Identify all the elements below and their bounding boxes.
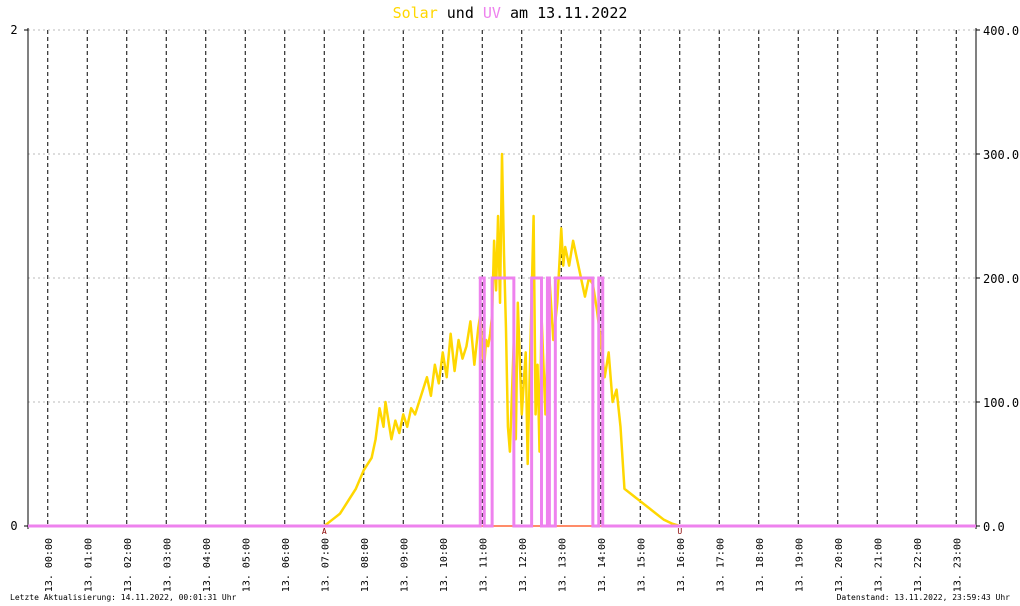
x-tick-label: 13. 04:00: [202, 538, 213, 592]
x-tick-label: 13. 13:00: [557, 538, 568, 592]
x-tick-label: 13. 05:00: [241, 538, 252, 592]
title-und: und: [446, 4, 474, 22]
footer-last-update: Letzte Aktualisierung: 14.11.2022, 00:01…: [10, 593, 237, 602]
x-tick-label: 13. 00:00: [44, 538, 55, 592]
y-right-tick-label: 100.0: [983, 396, 1019, 410]
x-tick-label: 13. 01:00: [83, 538, 94, 592]
marker-label: U: [677, 527, 682, 536]
marker-label: A: [322, 527, 327, 536]
x-tick-label: 13. 11:00: [478, 538, 489, 592]
x-tick-label: 13. 09:00: [399, 538, 410, 592]
x-tick-label: 13. 16:00: [676, 538, 687, 592]
x-tick-label: 13. 17:00: [715, 538, 726, 592]
x-tick-label: 13. 06:00: [281, 538, 292, 592]
x-tick-label: 13. 07:00: [320, 538, 331, 592]
x-tick-label: 13. 21:00: [873, 538, 884, 592]
x-tick-label: 13. 02:00: [123, 538, 134, 592]
title-uv: UV: [482, 4, 501, 22]
x-tick-label: 13. 18:00: [755, 538, 766, 592]
x-tick-label: 13. 23:00: [952, 538, 963, 592]
series-line-solar: [28, 152, 976, 528]
x-tick-label: 13. 14:00: [597, 538, 608, 592]
x-tick-label: 13. 12:00: [518, 538, 529, 592]
title-date: am 13.11.2022: [510, 4, 628, 22]
series-uv: [28, 276, 976, 528]
x-tick-label: 13. 03:00: [162, 538, 173, 592]
y-right-tick-label: 400.0: [983, 24, 1019, 38]
y-left-tick-label: 2: [10, 23, 17, 37]
y-right-tick-label: 0.0: [983, 520, 1005, 534]
x-tick-label: 13. 08:00: [360, 538, 371, 592]
chart-title: Solar und UV am 13.11.2022: [0, 4, 1020, 22]
x-tick-label: 13. 19:00: [794, 538, 805, 592]
tick-labels: A U 13. 00:00 13. 01:00 13. 02:00 13. 03:00 13…: [10, 23, 1019, 592]
series-line-uv: [28, 276, 976, 528]
y-right-tick-label: 200.0: [983, 272, 1019, 286]
grid-lines: [28, 29, 976, 526]
footer-data-status: Datenstand: 13.11.2022, 23:59:43 Uhr: [836, 593, 1010, 602]
x-tick-label: 13. 15:00: [636, 538, 647, 592]
x-tick-label: 13. 22:00: [913, 538, 924, 592]
y-right-tick-label: 300.0: [983, 148, 1019, 162]
series-solar: [28, 152, 976, 528]
x-tick-label: 13. 10:00: [439, 538, 450, 592]
y-left-tick-label: 0: [10, 519, 17, 533]
title-solar: Solar: [392, 4, 438, 22]
x-tick-label: 13. 20:00: [834, 538, 845, 592]
